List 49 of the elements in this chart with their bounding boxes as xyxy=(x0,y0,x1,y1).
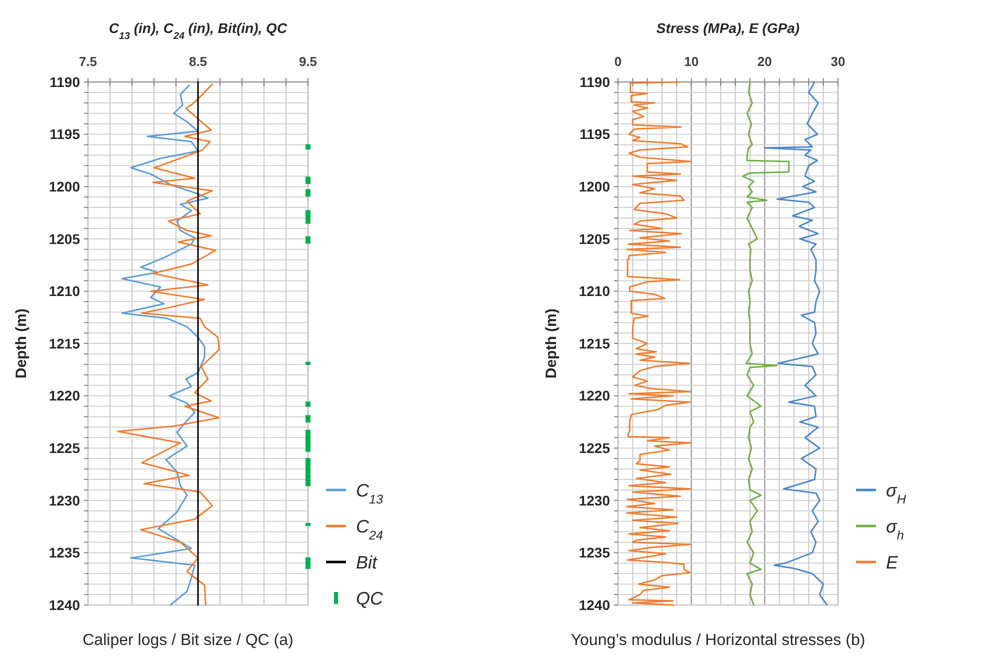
chart-title: C$_{13}$ (in), C$_{24}$ (in), Bit(in), QC xyxy=(108,20,288,42)
legend-label: σ$_{h}$ xyxy=(886,516,904,542)
y-tick-label: 1220 xyxy=(48,388,80,404)
y-tick-label: 1200 xyxy=(578,178,610,194)
y-axis-title: Depth (m) xyxy=(543,308,560,378)
y-tick-label: 1200 xyxy=(48,178,80,194)
x-tick-label: 0 xyxy=(614,54,622,69)
legend-label: Bit xyxy=(356,552,378,572)
x-tick-label: 7.5 xyxy=(78,54,98,69)
y-tick-label: 1225 xyxy=(48,440,80,456)
y-tick-label: 1195 xyxy=(50,126,80,142)
point xyxy=(306,362,310,365)
y-tick-label: 1225 xyxy=(578,440,610,456)
line-series xyxy=(764,81,828,606)
line-series xyxy=(121,84,209,606)
legend-label: C$_{24}$ xyxy=(356,516,384,542)
y-tick-label: 1205 xyxy=(578,230,610,247)
line-series xyxy=(116,83,220,606)
line-series xyxy=(742,81,790,606)
y-tick-label: 1210 xyxy=(48,283,80,300)
x-tick-label: 20 xyxy=(757,54,772,69)
y-tick-label: 1215 xyxy=(48,335,80,352)
legend-label: C$_{13}$ xyxy=(356,480,384,506)
legend-label: E xyxy=(886,552,899,572)
y-tick-label: 1195 xyxy=(580,126,610,142)
x-axis-title: Caliper logs / Bit size / QC (a) xyxy=(82,632,294,649)
y-tick-label: 1235 xyxy=(578,544,610,561)
x-axis-title: Young’s modulus / Horizontal stresses (b) xyxy=(570,632,866,649)
legend-label: QC xyxy=(356,588,384,608)
line-series xyxy=(626,81,692,606)
y-tick-label: 1235 xyxy=(48,544,80,561)
legend-label: σ$_{H}$ xyxy=(886,480,907,506)
y-tick-label: 1220 xyxy=(578,388,610,404)
y-tick-label: 1240 xyxy=(578,596,610,613)
x-tick-label: 10 xyxy=(684,54,699,69)
y-tick-label: 1190 xyxy=(580,74,610,90)
y-tick-label: 1230 xyxy=(48,492,80,508)
y-tick-label: 1210 xyxy=(578,283,610,300)
y-axis-title: Depth (m) xyxy=(13,308,30,378)
chart-title: Stress (MPa), E (GPa) xyxy=(656,20,800,36)
y-tick-label: 1205 xyxy=(48,230,80,247)
y-tick-label: 1215 xyxy=(578,335,610,352)
y-tick-label: 1190 xyxy=(50,74,80,90)
x-tick-label: 9.5 xyxy=(298,54,318,69)
y-tick-label: 1230 xyxy=(578,492,610,508)
point xyxy=(306,522,310,526)
x-tick-label: 30 xyxy=(830,54,846,69)
y-tick-label: 1240 xyxy=(48,596,80,613)
x-tick-label: 8.5 xyxy=(188,54,208,69)
